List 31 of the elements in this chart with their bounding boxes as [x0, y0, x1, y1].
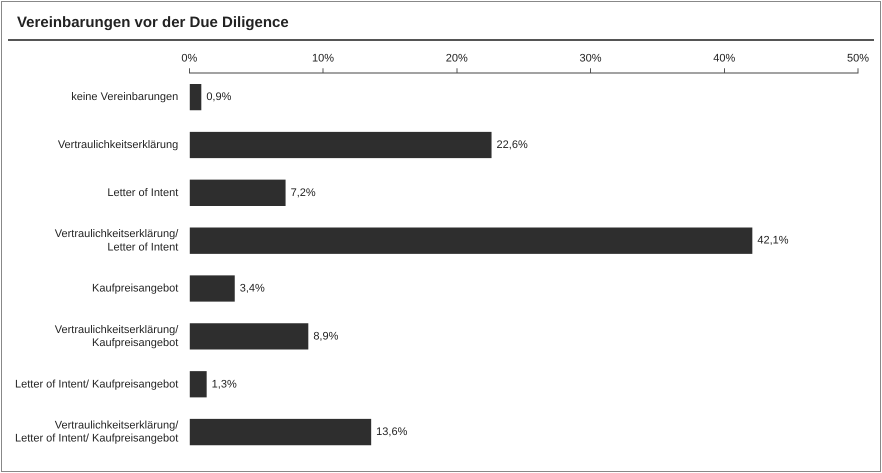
bar: [190, 132, 492, 158]
y-tick-label: Letter of Intent/ Kaufpreisangebot: [15, 378, 178, 390]
y-tick-label: Vertraulichkeitserklärung/ Letter of Intent/ Kaufpreisangebot: [15, 420, 180, 445]
y-tick-label: Letter of Intent: [107, 186, 178, 199]
bar: [190, 228, 752, 254]
x-tick-label: 0%: [181, 52, 198, 65]
chart-title: Vereinbarungen vor der Due Diligence: [8, 2, 874, 41]
data-label: 7,2%: [290, 186, 316, 199]
data-label: 8,9%: [313, 330, 339, 342]
bar: [190, 371, 207, 398]
y-tick-label: Vertraulichkeitserklärung: [58, 139, 178, 152]
bar: [190, 323, 308, 350]
data-label: 42,1%: [757, 234, 789, 247]
y-tick-label: Vertraulichkeitserklärung/ Letter of Intent: [54, 228, 180, 254]
x-tick-label: 50%: [846, 52, 870, 65]
x-tick-label: 40%: [713, 52, 736, 65]
y-tick-label: keine Vereinbarungen: [71, 91, 178, 104]
data-label: 1,3%: [212, 378, 237, 390]
x-tick-label: 20%: [446, 52, 468, 65]
bar: [190, 418, 372, 446]
data-label: 3,4%: [240, 282, 266, 295]
y-tick-label: Vertraulichkeitserklärung/ Kaufpreisangebot: [54, 324, 180, 350]
bar: [190, 180, 286, 206]
data-label: 0,9%: [206, 91, 232, 104]
data-label: 13,6%: [376, 426, 408, 438]
bar: [190, 84, 202, 110]
y-tick-label: Kaufpreisangebot: [92, 282, 178, 295]
x-tick-label: 30%: [579, 52, 602, 65]
x-tick-label: 10%: [312, 52, 334, 65]
data-label: 22,6%: [496, 139, 528, 152]
bar: [190, 275, 235, 302]
